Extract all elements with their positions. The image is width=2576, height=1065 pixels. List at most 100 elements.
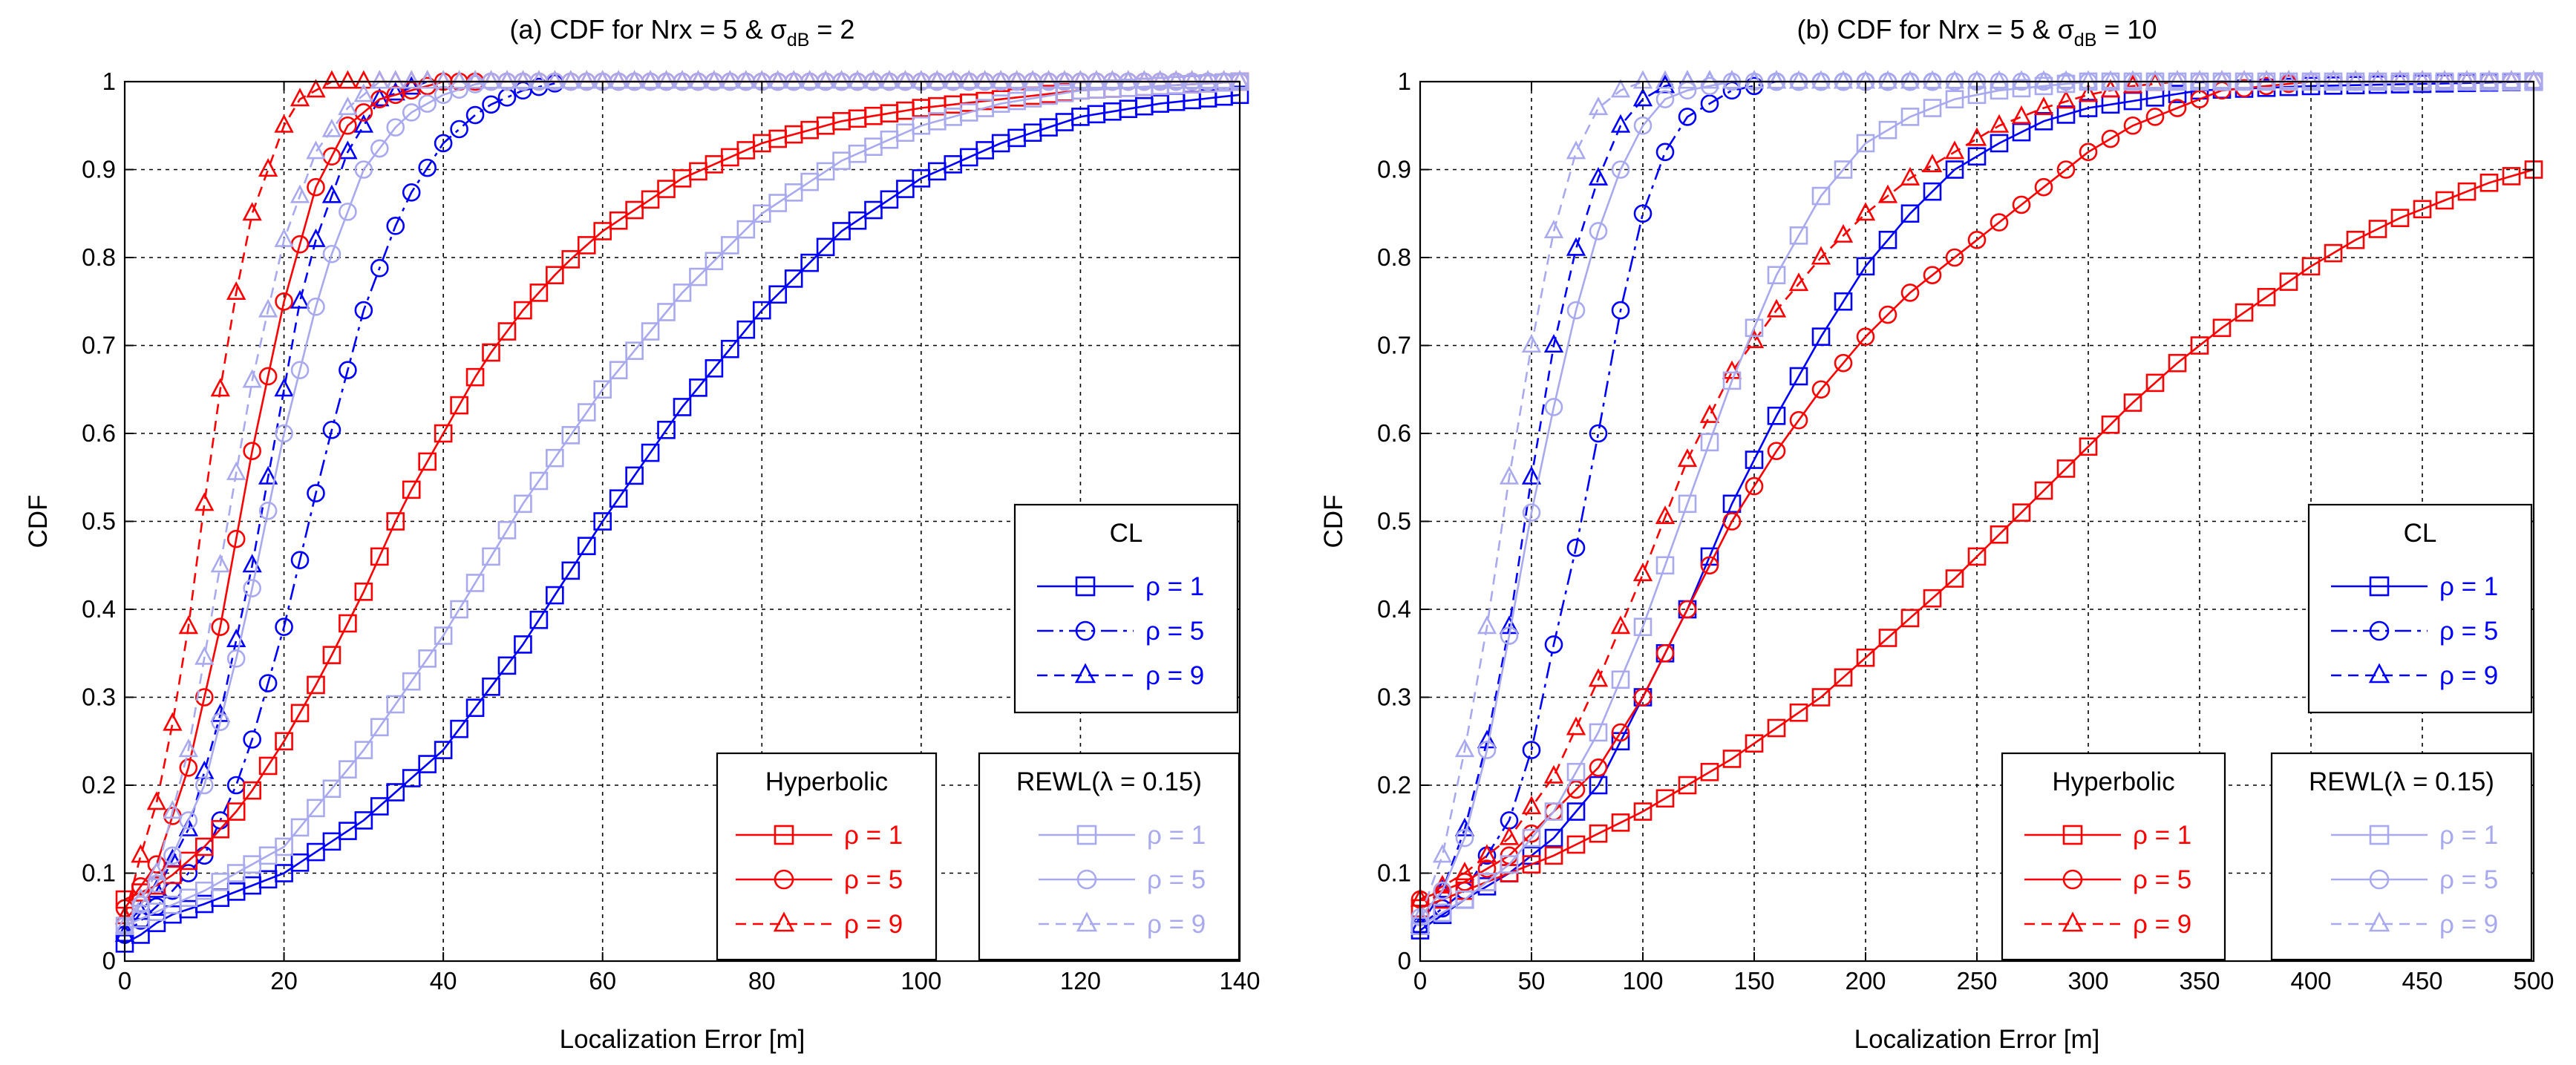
- data-point: [434, 626, 453, 645]
- data-point: [226, 281, 246, 300]
- legend-title: REWL(λ = 0.15): [1016, 767, 1202, 796]
- data-point: [2324, 243, 2343, 263]
- data-point: [418, 755, 437, 773]
- data-point: [561, 561, 581, 580]
- data-point: [307, 177, 325, 197]
- legend-cl: CLρ = 1 ρ = 5 ρ = 9: [1013, 503, 1239, 714]
- x-tick-label: 150: [1733, 967, 1774, 994]
- x-tick-label: 20: [270, 967, 298, 994]
- data-point: [1678, 108, 1697, 126]
- data-point: [354, 301, 373, 320]
- data-point: [1923, 266, 1942, 285]
- data-point: [641, 322, 660, 341]
- data-point: [1700, 762, 1719, 781]
- y-tick-label: 0.2: [1377, 771, 1411, 799]
- data-point: [1611, 723, 1630, 742]
- data-point: [673, 398, 692, 416]
- data-point: [1454, 862, 1475, 881]
- data-point: [2012, 122, 2031, 142]
- data-point: [1878, 230, 1897, 249]
- x-tick-label: 350: [2179, 967, 2220, 994]
- data-point: [625, 200, 644, 220]
- data-point: [593, 222, 612, 240]
- data-point: [1566, 140, 1586, 160]
- data-point: [514, 301, 532, 320]
- x-tick-label: 80: [748, 967, 776, 994]
- data-point: [1989, 70, 2010, 89]
- data-point: [609, 70, 629, 89]
- data-point: [609, 211, 628, 230]
- data-point: [1566, 538, 1586, 557]
- data-point: [1877, 70, 1898, 89]
- x-tick-label: 200: [1845, 967, 1886, 994]
- x-tick-label: 60: [589, 967, 616, 994]
- panel-b: 0 50 100 150 200 250 300 350 400 450 500 0 0.1 0.2 0.3…: [1319, 14, 2554, 1054]
- data-point: [354, 811, 373, 830]
- data-point: [1433, 903, 1452, 923]
- data-point: [1522, 503, 1541, 522]
- data-point: [163, 712, 183, 731]
- legend-label: ρ = 5: [2133, 865, 2191, 894]
- data-point: [1878, 120, 1897, 140]
- data-point: [1655, 90, 1675, 108]
- legend-marker: [2369, 576, 2390, 597]
- data-point: [243, 781, 261, 800]
- data-point: [1543, 334, 1564, 353]
- data-point: [339, 361, 357, 379]
- y-tick-label: 0: [102, 947, 116, 974]
- data-point: [497, 70, 517, 89]
- data-point: [2279, 272, 2298, 291]
- data-point: [625, 466, 644, 485]
- data-point: [1039, 70, 1059, 89]
- data-point: [275, 617, 293, 637]
- data-point: [1789, 367, 1808, 386]
- data-point: [1833, 70, 1854, 89]
- data-point: [1499, 465, 1520, 485]
- data-point: [179, 758, 198, 777]
- legend-box: [1013, 503, 1239, 714]
- y-tick-label: 0.2: [82, 771, 116, 799]
- data-point: [577, 236, 596, 255]
- data-point: [1655, 556, 1675, 575]
- data-point: [560, 70, 581, 89]
- legend-label: ρ = 9: [1145, 661, 1204, 690]
- data-point: [1766, 298, 1787, 318]
- data-point: [1700, 94, 1719, 113]
- data-point: [1589, 776, 1608, 795]
- data-point: [959, 70, 979, 89]
- data-point: [2390, 70, 2410, 89]
- data-point: [816, 237, 835, 257]
- data-point: [2190, 90, 2209, 108]
- data-point: [226, 529, 246, 548]
- chart-title-main: (b) CDF for Nrx = 5 & σ: [1797, 14, 2074, 45]
- data-point: [275, 732, 293, 751]
- data-point: [656, 70, 676, 89]
- y-tick-label: 0.4: [82, 595, 116, 623]
- data-point: [339, 614, 357, 633]
- data-point: [258, 158, 278, 177]
- data-point: [2123, 116, 2142, 135]
- data-point: [179, 851, 198, 871]
- data-point: [1455, 828, 1474, 848]
- legend-marker: [774, 825, 794, 845]
- legend-marker: [773, 911, 795, 932]
- data-point: [561, 250, 581, 269]
- data-point: [1454, 738, 1475, 758]
- data-point: [800, 172, 819, 191]
- data-point: [2122, 70, 2143, 89]
- data-point: [2168, 353, 2187, 373]
- data-point: [577, 403, 596, 422]
- data-point: [353, 70, 374, 89]
- data-point: [1610, 79, 1631, 98]
- data-point: [1856, 257, 1875, 276]
- data-point: [2456, 70, 2477, 89]
- data-point: [465, 698, 485, 718]
- legend-marker: [1076, 911, 1098, 932]
- data-point: [927, 70, 947, 89]
- data-point: [1521, 796, 1542, 815]
- data-point: [1086, 70, 1107, 89]
- data-point: [1944, 140, 1965, 160]
- data-point: [1745, 734, 1764, 753]
- data-point: [1722, 371, 1742, 390]
- data-point: [1134, 70, 1154, 89]
